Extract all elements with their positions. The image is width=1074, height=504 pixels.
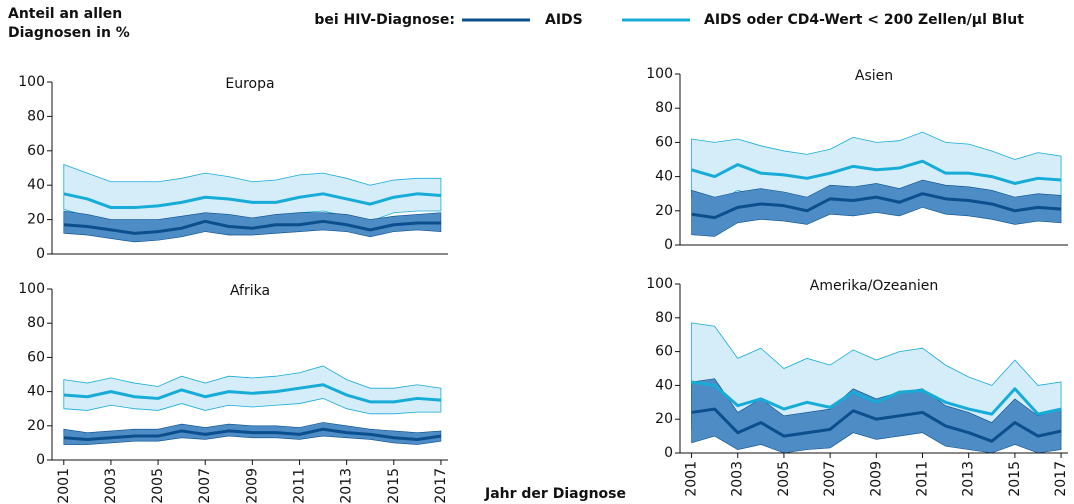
y-tick-label: 40 [655,169,673,185]
x-tick-label: 2009 [244,468,260,504]
y-tick-label: 60 [655,344,673,360]
y-tick-label: 80 [655,310,673,326]
x-tick-label: 2005 [150,468,166,504]
x-tick-label: 2013 [961,461,977,497]
y-tick-label: 20 [27,212,45,228]
confidence-band [63,365,442,415]
confidence-band [63,210,442,243]
x-tick-label: 2015 [386,468,402,504]
panel-title: Amerika/Ozeanien [810,278,938,294]
y-tick-label: 0 [36,246,45,262]
x-tick-label: 2003 [103,468,119,504]
y-tick-label: 100 [18,281,45,297]
x-tick-label: 2001 [684,461,700,497]
x-tick-label: 2009 [868,461,884,497]
x-axis-label: Jahr der Diagnose [484,486,626,502]
y-tick-label: 40 [655,377,673,393]
panel-title: Asien [855,68,893,84]
x-tick-label: 2001 [56,468,72,504]
y-axis-label: Diagnosen in % [8,25,130,41]
x-tick-label: 2017 [433,468,449,504]
x-tick-label: 2005 [776,461,792,497]
x-tick-label: 2011 [292,468,308,504]
confidence-band [691,179,1062,237]
series-line [691,407,1062,443]
y-tick-label: 100 [18,74,45,90]
series-line [63,219,441,235]
series-line [63,427,442,441]
confidence-band [63,163,442,224]
y-tick-label: 40 [27,177,45,193]
y-tick-label: 20 [27,418,45,434]
y-axis-label: Anteil an allen [8,6,122,22]
y-tick-label: 100 [646,276,673,292]
panel-title: Afrika [230,283,270,299]
y-tick-label: 100 [646,66,673,82]
series-line [691,380,1062,416]
series-line [63,383,442,404]
y-tick-label: 60 [27,349,45,365]
y-tick-label: 20 [655,203,673,219]
legend-title: bei HIV-Diagnose: [314,12,455,28]
y-tick-label: 60 [655,134,673,150]
y-tick-label: 0 [664,237,673,253]
series-line [63,192,442,210]
y-tick-label: 80 [27,108,45,124]
y-tick-label: 0 [664,445,673,461]
x-tick-label: 2013 [339,468,355,504]
x-tick-label: 2003 [730,461,746,497]
series-line [691,192,1062,220]
x-tick-label: 2011 [915,461,931,497]
x-tick-label: 2007 [822,461,838,497]
legend-label: AIDS [545,12,583,28]
y-tick-label: 40 [27,384,45,400]
y-tick-label: 60 [27,143,45,159]
x-tick-label: 2007 [197,468,213,504]
y-tick-label: 0 [36,452,45,468]
legend-label: AIDS oder CD4-Wert < 200 Zellen/µl Blut [704,12,1024,28]
panel-title: Europa [225,76,274,92]
x-tick-label: 2017 [1053,461,1069,497]
y-tick-label: 80 [655,100,673,116]
y-tick-label: 20 [655,411,673,427]
x-tick-label: 2015 [1007,461,1023,497]
series-line [691,159,1062,185]
y-tick-label: 80 [27,315,45,331]
